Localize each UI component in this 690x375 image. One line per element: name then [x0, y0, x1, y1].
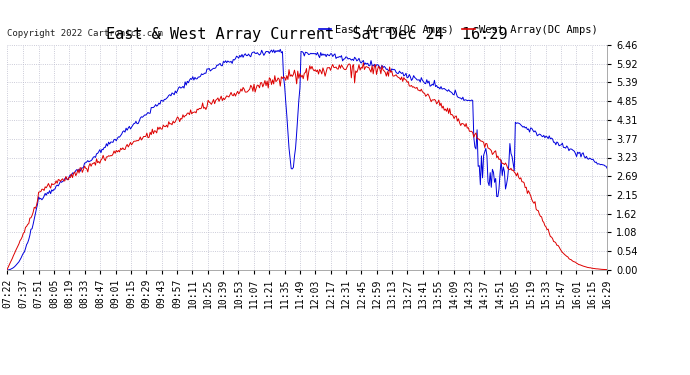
Text: Copyright 2022 Cartronics.com: Copyright 2022 Cartronics.com	[7, 29, 163, 38]
Legend: East Array(DC Amps), West Array(DC Amps): East Array(DC Amps), West Array(DC Amps)	[315, 21, 602, 39]
Title: East & West Array Current  Sat Dec 24  16:29: East & West Array Current Sat Dec 24 16:…	[106, 27, 508, 42]
